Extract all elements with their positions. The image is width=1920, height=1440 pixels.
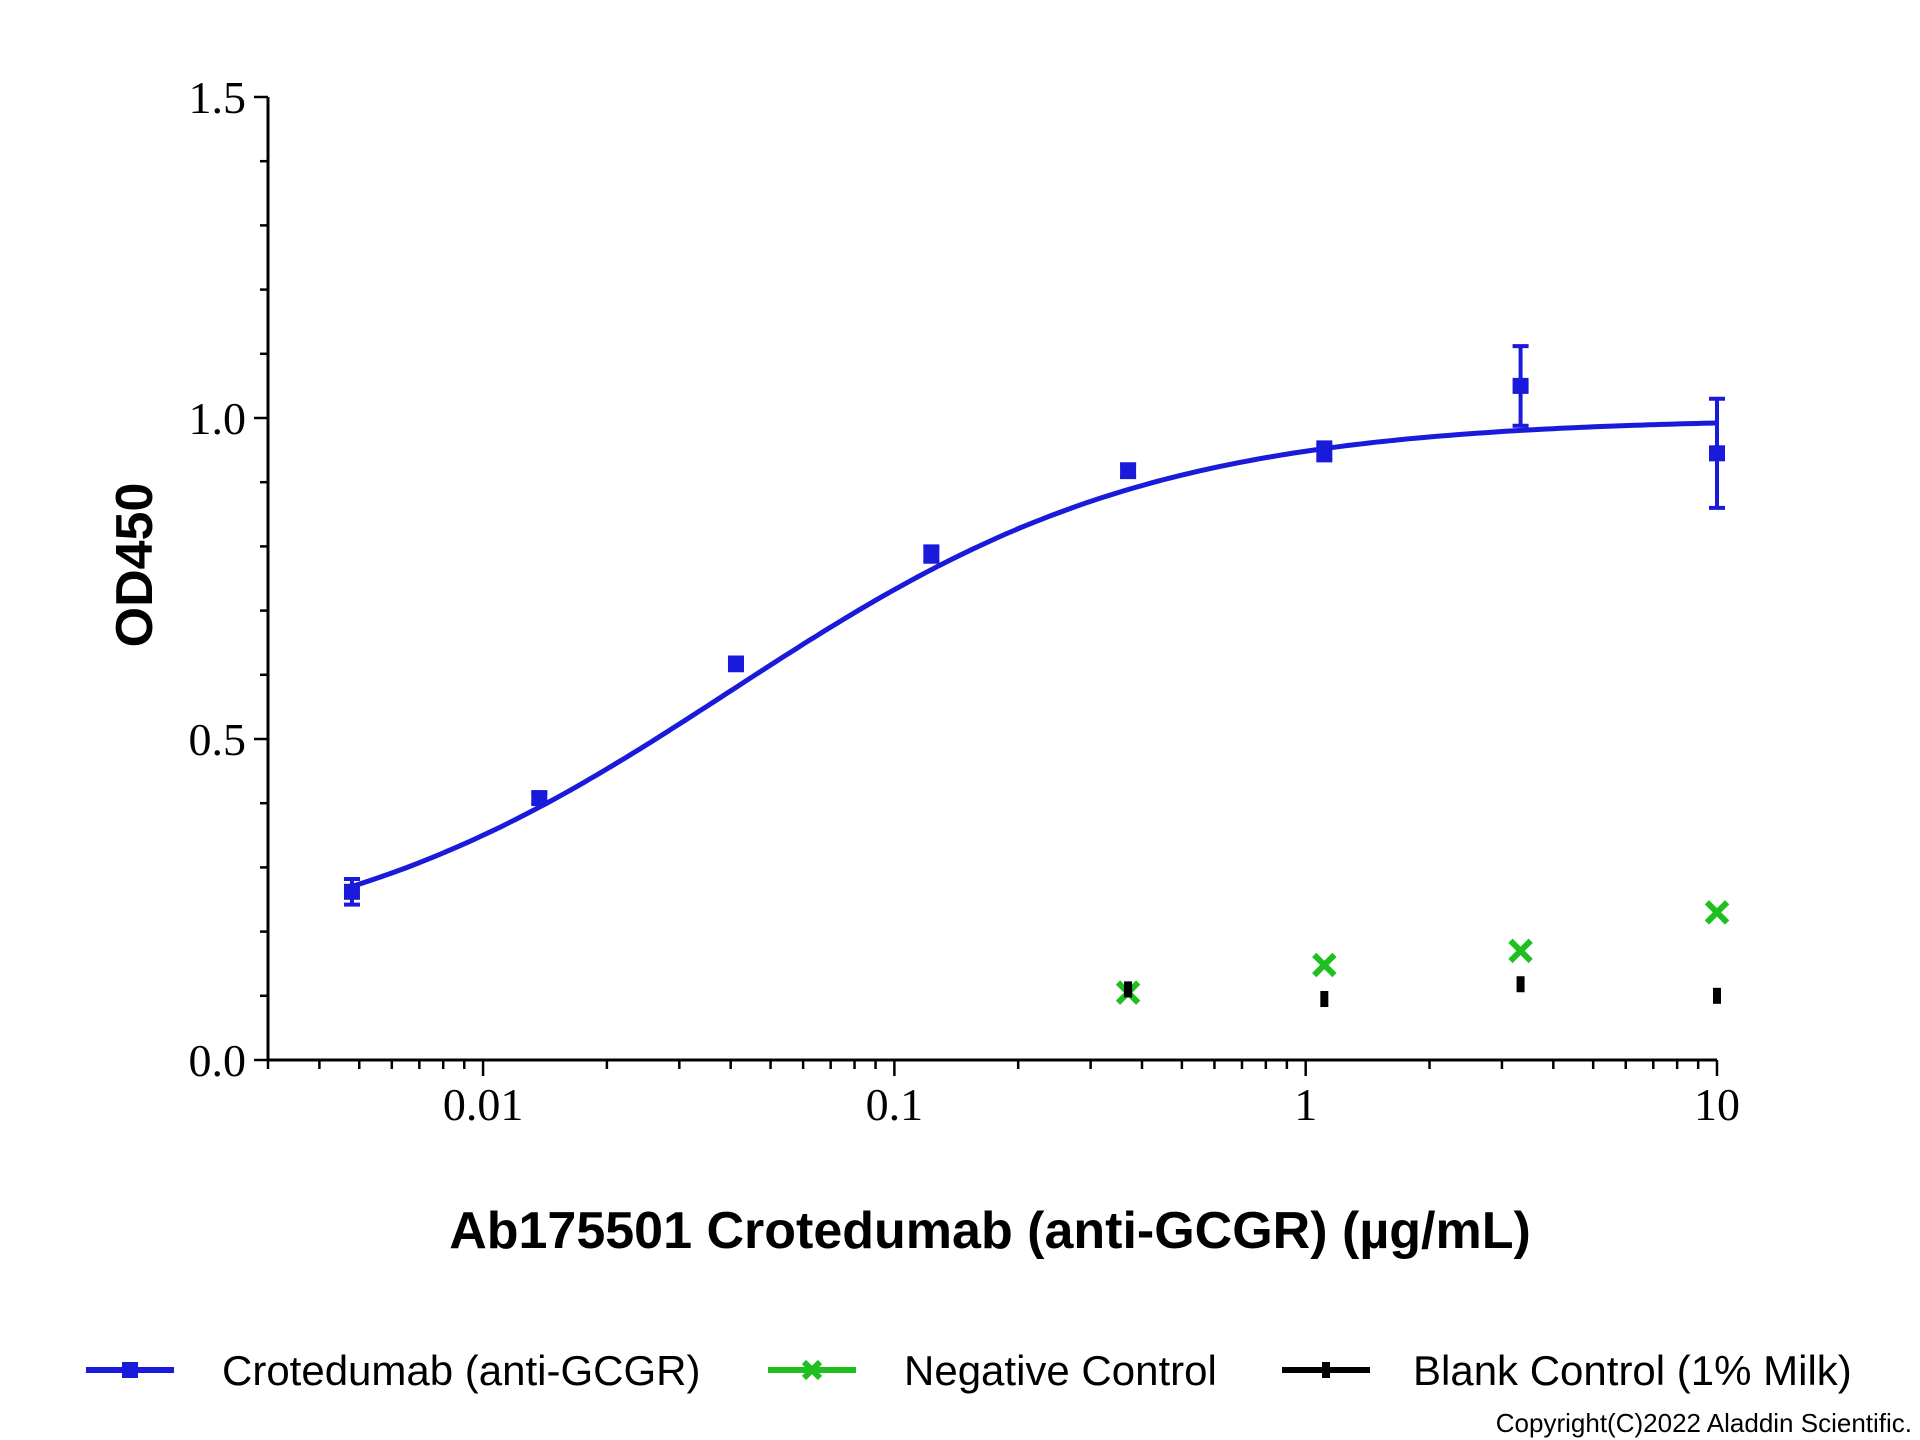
legend-item-2: Blank Control (1% Milk) [1282, 1347, 1852, 1394]
data-point-x [1704, 900, 1730, 925]
data-point-square [923, 546, 940, 563]
plot-area [343, 344, 1730, 1008]
x-tick-label: 0.01 [443, 1079, 524, 1130]
legend-item-1: Negative Control [768, 1347, 1217, 1394]
data-point-x [1312, 952, 1337, 978]
series-1 [1115, 900, 1730, 1005]
data-point-square [1709, 445, 1725, 462]
series-2 [1124, 976, 1721, 1008]
x-tick-label: 10 [1694, 1079, 1740, 1130]
data-point-bar [1713, 987, 1721, 1004]
data-point-bar [1124, 981, 1133, 998]
x-tick-label: 0.1 [866, 1079, 924, 1130]
y-tick-label: 1.5 [189, 72, 247, 123]
legend-label: Blank Control (1% Milk) [1413, 1347, 1852, 1394]
y-tick-label: 0.5 [189, 714, 247, 765]
data-point-square [343, 883, 360, 900]
data-point-square [1512, 377, 1529, 394]
series-0 [343, 344, 1725, 907]
data-point-bar [1516, 976, 1525, 993]
data-point-square [727, 655, 744, 672]
data-point-square [1316, 443, 1333, 460]
legend: Crotedumab (anti-GCGR) Negative Control Bl… [86, 1347, 1852, 1394]
legend-item-0: Crotedumab (anti-GCGR) [86, 1347, 700, 1394]
fit-curve [351, 420, 1718, 889]
x-axis-title: Ab175501 Crotedumab (anti-GCGR) (µg/mL) [449, 1202, 1531, 1260]
y-tick-label: 0.0 [189, 1035, 247, 1086]
legend-marker [122, 1362, 138, 1378]
legend-label: Negative Control [904, 1347, 1217, 1394]
x-tick-label: 1 [1294, 1079, 1317, 1130]
y-tick-label: 1.0 [189, 393, 247, 444]
legend-marker [801, 1359, 823, 1381]
data-point-square [1120, 462, 1137, 479]
data-point-square [531, 790, 548, 807]
data-point-bar [1320, 991, 1329, 1008]
data-point-x [1508, 938, 1533, 964]
legend-marker [1322, 1362, 1330, 1378]
copyright-text: Copyright(C)2022 Aladdin Scientific. [1496, 1408, 1912, 1438]
axes: 0.0 0.5 1.0 1.5 0.01 0.1 1 10 [189, 72, 1741, 1130]
legend-label: Crotedumab (anti-GCGR) [222, 1347, 700, 1394]
y-axis-title: OD450 [106, 483, 164, 648]
